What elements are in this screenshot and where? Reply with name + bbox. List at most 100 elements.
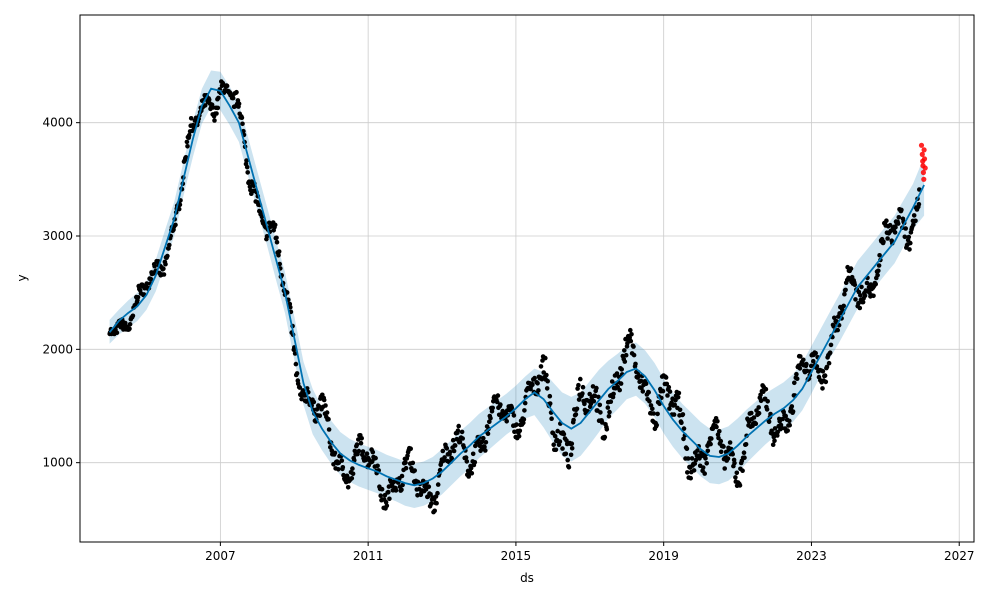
observed-point — [826, 360, 832, 366]
observed-point — [323, 403, 328, 408]
observed-point — [274, 235, 279, 241]
observed-point — [399, 473, 405, 479]
observed-point — [676, 390, 682, 396]
observed-point — [756, 410, 762, 416]
observed-point — [224, 83, 230, 89]
observed-point — [264, 234, 270, 239]
observed-point — [764, 407, 770, 412]
observed-point — [628, 338, 634, 344]
observed-point — [173, 222, 178, 228]
observed-point — [578, 376, 583, 382]
observed-point — [277, 261, 283, 267]
observed-point — [161, 272, 167, 277]
observed-point — [378, 493, 384, 499]
observed-point — [876, 268, 881, 274]
observed-point — [714, 424, 719, 430]
observed-point — [582, 401, 587, 407]
observed-point — [236, 101, 242, 106]
observed-point — [591, 399, 597, 404]
observed-point — [813, 350, 818, 356]
observed-point — [511, 413, 517, 418]
anomaly-points — [918, 142, 928, 182]
observed-point — [435, 490, 440, 496]
observed-point — [555, 428, 560, 434]
observed-point — [860, 299, 866, 305]
observed-point — [893, 224, 898, 230]
observed-point — [272, 222, 278, 228]
observed-point — [311, 399, 317, 405]
x-tick-label: 2007 — [205, 549, 236, 563]
observed-point — [611, 391, 616, 397]
observed-point — [185, 144, 190, 149]
observed-point — [114, 330, 120, 336]
observed-point — [688, 475, 693, 481]
observed-point — [177, 202, 183, 207]
observed-point — [597, 402, 603, 408]
observed-point — [689, 456, 695, 461]
observed-point — [399, 487, 404, 493]
observed-point — [495, 393, 501, 398]
observed-point — [183, 155, 189, 160]
observed-point — [631, 344, 636, 349]
observed-point — [340, 465, 346, 470]
observed-point — [324, 410, 330, 415]
observed-point — [350, 471, 356, 477]
observed-point — [435, 482, 441, 487]
observed-point — [482, 444, 487, 450]
observed-point — [822, 373, 828, 378]
observed-point — [794, 371, 799, 377]
observed-point — [651, 411, 656, 416]
observed-point — [811, 358, 816, 364]
observed-point — [705, 448, 711, 454]
observed-point — [444, 446, 450, 451]
observed-point — [565, 457, 570, 463]
observed-point — [206, 97, 212, 102]
forecast-line-group — [108, 87, 925, 487]
observed-point — [451, 448, 457, 454]
observed-point — [557, 439, 563, 444]
observed-point — [514, 422, 519, 427]
observed-point — [544, 372, 549, 378]
observed-point — [167, 242, 172, 248]
observed-point — [580, 384, 586, 390]
observed-point — [259, 214, 265, 220]
observed-point — [766, 419, 772, 425]
observed-point — [188, 116, 194, 121]
observed-point — [571, 417, 576, 423]
observed-point — [426, 484, 432, 490]
observed-point — [370, 449, 376, 455]
observed-point — [379, 486, 385, 492]
observed-point — [911, 222, 916, 227]
observed-point — [798, 354, 803, 359]
observed-point — [530, 382, 535, 388]
observed-point — [230, 95, 236, 101]
observed-point — [592, 393, 598, 399]
anomaly-point — [922, 165, 928, 171]
observed-point — [545, 378, 550, 384]
observed-point — [763, 386, 769, 392]
observed-point — [336, 467, 341, 472]
observed-point — [387, 496, 392, 502]
observed-point — [633, 361, 638, 367]
observed-point — [123, 320, 128, 326]
observed-point — [332, 450, 338, 456]
observed-point — [857, 305, 863, 311]
observed-point — [212, 118, 217, 123]
observed-point — [606, 414, 612, 419]
observed-point — [677, 407, 683, 413]
observed-point — [772, 438, 777, 444]
observed-point — [691, 468, 697, 473]
x-tick-label: 2019 — [648, 549, 679, 563]
observed-point — [561, 431, 567, 437]
observed-point — [695, 448, 700, 453]
grid — [80, 15, 974, 542]
observed-point — [631, 352, 637, 358]
observed-point — [487, 419, 492, 425]
observed-point — [144, 281, 149, 286]
observed-point — [552, 433, 558, 439]
observed-point — [410, 460, 416, 466]
observed-point — [400, 482, 405, 488]
observed-point — [470, 451, 476, 457]
observed-point — [452, 443, 458, 448]
observed-point — [148, 276, 154, 282]
